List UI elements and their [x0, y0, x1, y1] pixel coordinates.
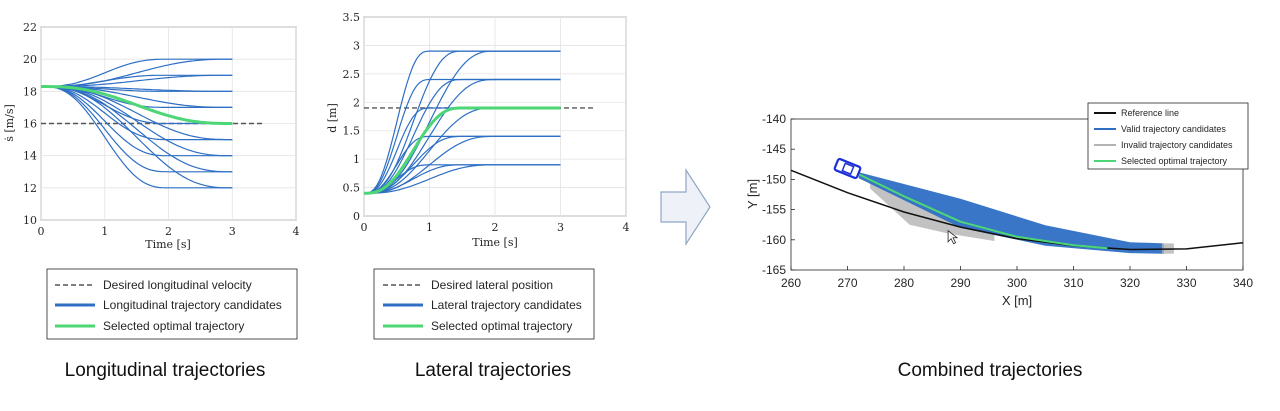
legend-label-optimal: Selected optimal trajectory [103, 319, 244, 333]
y-tick-label: 3.5 [343, 11, 361, 24]
y-axis-label: Y [m] [745, 179, 760, 209]
y-tick-label: 18 [23, 85, 37, 98]
mouse-cursor-icon [947, 229, 959, 245]
y-tick-label: 2 [353, 96, 360, 109]
x-tick-label: 0 [38, 225, 45, 238]
tick-labels: 0 1 2 3 4 0 0.5 1 1.5 2 2.5 3 3.5 [343, 11, 630, 234]
x-tick-label: 300 [1007, 276, 1027, 290]
longitudinal-candidate-line [41, 85, 233, 189]
legend-label-reference: Reference line [1121, 108, 1179, 118]
lateral-optimal-line [363, 106, 561, 195]
lateral-legend: Desired lateral position Lateral traject… [373, 268, 595, 340]
x-tick-label: 2 [492, 221, 499, 234]
y-tick-label: -165 [762, 263, 786, 277]
longitudinal-candidate-line [41, 85, 233, 157]
y-tick-label: 3 [353, 39, 360, 52]
x-tick-label: 4 [293, 225, 300, 238]
legend-label-desired: Desired longitudinal velocity [103, 278, 252, 292]
x-tick-label: 3 [229, 225, 236, 238]
legend-label-optimal: Selected optimal trajectory [1121, 156, 1228, 166]
x-tick-label: 340 [1233, 276, 1253, 290]
lateral-chart: 0 1 2 3 4 0 0.5 1 1.5 2 2.5 3 3.5 Time [s] d [m] [326, 11, 630, 249]
valid-candidates-band [858, 172, 1164, 254]
x-tick-label: 310 [1063, 276, 1083, 290]
vehicle-window [841, 162, 855, 176]
x-axis-label: Time [s] [145, 238, 191, 251]
y-tick-label: 1 [353, 153, 360, 166]
y-tick-label: -160 [762, 233, 786, 247]
lateral-candidate-line [363, 78, 561, 194]
legend-label-valid: Valid trajectory candidates [1121, 124, 1226, 134]
y-tick-label: 14 [23, 150, 37, 163]
y-tick-label: -150 [762, 172, 786, 186]
longitudinal-candidate-line [41, 58, 233, 88]
reference-line [790, 169, 1244, 251]
vehicle-icon [833, 157, 862, 180]
lateral-candidate-line [363, 135, 561, 194]
x-tick-label: 1 [101, 225, 108, 238]
combined-legend: Reference line Valid trajectory candidat… [1087, 102, 1249, 170]
y-axis-label: d [m] [326, 103, 339, 133]
x-tick-label: 270 [837, 276, 857, 290]
x-tick-label: 260 [781, 276, 801, 290]
right-arrow-icon [660, 167, 711, 247]
vehicle-body [833, 157, 862, 180]
longitudinal-candidate-line [41, 85, 233, 173]
legend-label-candidates: Longitudinal trajectory candidates [103, 298, 282, 312]
y-tick-label: -145 [762, 142, 786, 156]
series [790, 157, 1244, 254]
y-tick-label: 12 [23, 182, 37, 195]
series [41, 58, 265, 189]
tick-labels: 260 270 280 290 300 310 320 330 340 -140 -145 -150 -… [762, 112, 1253, 290]
y-tick-label: -155 [762, 203, 786, 217]
x-tick-label: 3 [557, 221, 564, 234]
y-tick-label: 22 [23, 21, 37, 34]
caption-longitudinal: Longitudinal trajectories [65, 360, 266, 381]
x-axis-label: X [m] [1002, 293, 1032, 308]
y-tick-label: 10 [23, 214, 37, 227]
lateral-candidate-line [363, 50, 561, 194]
legend-label-optimal: Selected optimal trajectory [431, 319, 572, 333]
y-tick-label: 0.5 [343, 182, 361, 195]
y-tick-label: 0 [353, 210, 360, 223]
x-tick-label: 330 [1176, 276, 1196, 290]
legend-label-desired: Desired lateral position [431, 278, 553, 292]
x-tick-label: 280 [894, 276, 914, 290]
x-axis-label: Time [s] [472, 236, 518, 249]
y-tick-label: 16 [23, 118, 37, 131]
y-axis-label: ṡ [m/s] [3, 104, 16, 142]
caption-combined: Combined trajectories [898, 360, 1083, 381]
y-tick-label: 2.5 [343, 68, 361, 81]
x-tick-label: 0 [361, 221, 368, 234]
optimal-trajectory-line [852, 170, 1108, 250]
longitudinal-optimal-line [41, 85, 233, 125]
x-tick-label: 2 [165, 225, 172, 238]
legend-label-candidates: Lateral trajectory candidates [431, 298, 582, 312]
longitudinal-candidate-line [41, 74, 233, 88]
series [363, 50, 594, 195]
lateral-candidate-line [363, 164, 561, 194]
x-tick-label: 1 [426, 221, 433, 234]
x-tick-label: 290 [950, 276, 970, 290]
y-tick-label: -140 [762, 112, 786, 126]
grid [363, 16, 627, 217]
legend-label-invalid: Invalid trajectory candidates [1121, 140, 1233, 150]
y-tick-label: 20 [23, 53, 37, 66]
y-tick-label: 1.5 [343, 125, 361, 138]
longitudinal-candidate-line [41, 85, 233, 141]
longitudinal-legend: Desired longitudinal velocity Longitudin… [46, 268, 298, 340]
caption-lateral: Lateral trajectories [415, 360, 571, 381]
x-tick-label: 4 [623, 221, 630, 234]
x-tick-label: 320 [1120, 276, 1140, 290]
